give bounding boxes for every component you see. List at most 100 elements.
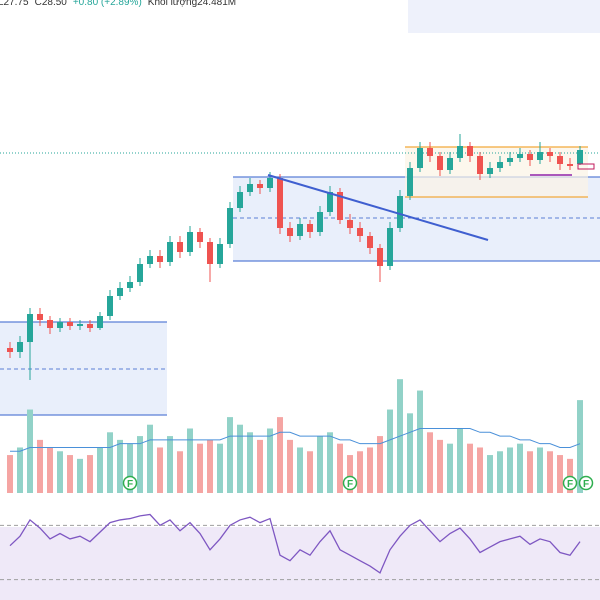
candle-body [427,148,433,156]
volume-bar [257,439,263,493]
volume-bar [467,443,473,493]
candle-body [117,288,123,296]
volume-bar [517,443,523,493]
candle-body [87,324,93,328]
candle-body [357,228,363,236]
candle-body [407,168,413,196]
volume-ma [10,428,581,452]
rsi-band [0,527,600,600]
volume-bar [327,432,333,493]
volume-bar [137,436,143,493]
volume-bar [117,439,123,493]
candle-body [577,150,583,164]
volume-bar [387,409,393,493]
volume-bar [507,447,513,493]
volume-bar [177,451,183,493]
candle-body [17,342,23,352]
change: +0.80 (+2.89%) [72,0,142,8]
marker [122,475,138,491]
volume-bar [247,432,253,493]
candle-body [487,168,493,174]
volume-bar [147,424,153,493]
candle-body [247,184,253,192]
candle-body [177,242,183,252]
candle-body [197,232,203,242]
channel-box [405,147,588,197]
volume-bar [17,447,23,493]
volume-bar [427,432,433,493]
volume-bar [457,428,463,493]
volume-bar [237,424,243,493]
candle-body [77,324,83,326]
candle-body [37,314,43,320]
candle-body [237,192,243,208]
volume-bar [107,432,113,493]
trend-line [267,174,489,241]
candle-body [227,208,233,244]
candle-body [347,220,353,228]
volume-bar [477,447,483,493]
candle-body [287,228,293,236]
volume-bar [87,455,93,493]
marker [342,475,358,491]
candle-body [477,156,483,174]
candle-body [157,256,163,262]
candle-body [7,348,13,352]
volume-bar [77,458,83,493]
candle-body [297,224,303,236]
volume-bar [407,413,413,493]
volume-bar [157,447,163,493]
candle-body [337,192,343,220]
volume-bar [7,455,13,493]
candle-body [217,244,223,264]
volume-bar [297,447,303,493]
candle-body [267,178,273,188]
candle-body [327,192,333,212]
level-box [577,163,595,170]
candle-body [107,296,113,316]
candle-body [397,196,403,228]
volume-bar [97,447,103,493]
candle-body [567,164,573,166]
candle-body [437,156,443,170]
marker-label: F [583,479,589,490]
volume-bar [307,451,313,493]
candle-body [417,148,423,168]
volume-bar [537,447,543,493]
candle-body [97,316,103,328]
candle-body [447,158,453,170]
candle-body [377,248,383,266]
close: C28.50 [34,0,67,8]
volume-bar [57,451,63,493]
volume-bar [207,439,213,493]
volume-bar [27,409,33,493]
candle-body [547,152,553,156]
legend: L27.75 C28.50 +0.80 (+2.89%) Khối lượng24.4… [0,0,242,8]
candle-body [317,212,323,232]
volume-bar [547,451,553,493]
volume-bar [577,400,583,493]
volume-bar [267,428,273,493]
candle-body [517,154,523,158]
volume-bar [367,447,373,493]
volume-bar [417,390,423,493]
marker [562,475,578,491]
volume-bar [347,455,353,493]
volume-bar [37,439,43,493]
marker-label: F [347,479,353,490]
volume-bar [217,443,223,493]
candle-body [467,146,473,156]
marker-label: F [567,479,573,490]
volume-bar [127,443,133,493]
volume-bar [337,443,343,493]
candle-body [47,320,53,328]
candle-body [137,264,143,282]
volume-bar [487,455,493,493]
volume-bar [277,417,283,493]
candle-body [167,242,173,262]
candle-body [277,178,283,228]
volume-bar [437,439,443,493]
